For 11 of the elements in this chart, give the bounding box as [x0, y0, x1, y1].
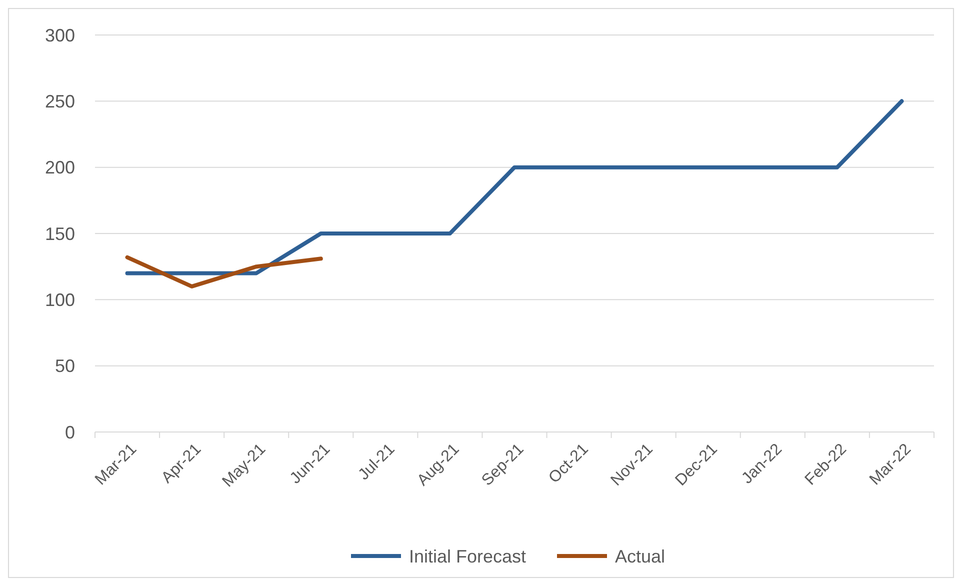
y-tick-label: 100 — [44, 290, 75, 310]
y-tick-label: 0 — [64, 422, 75, 442]
line-series — [125, 255, 323, 288]
line-series — [125, 99, 904, 276]
y-tick-label: 300 — [44, 25, 75, 46]
y-tick-label: 150 — [44, 224, 75, 244]
legend-label: Actual — [615, 546, 666, 566]
y-tick-label: 50 — [54, 356, 75, 376]
y-tick-label: 200 — [44, 158, 75, 178]
legend-label: Initial Forecast — [409, 546, 526, 566]
y-tick-label: 250 — [44, 91, 75, 112]
